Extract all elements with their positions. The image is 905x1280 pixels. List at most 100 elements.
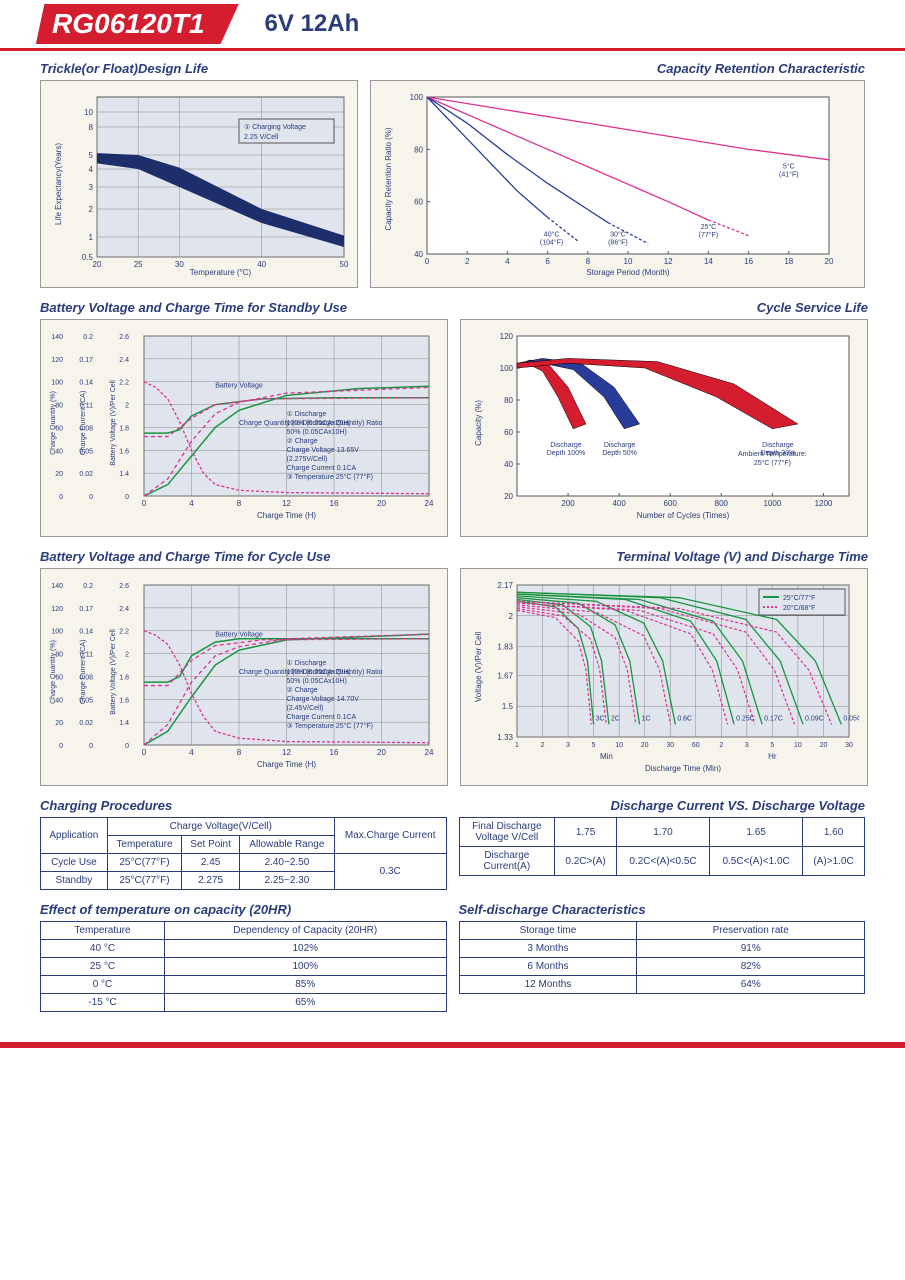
svg-text:5: 5	[592, 742, 596, 749]
svg-text:50% (0.05CAx10H): 50% (0.05CAx10H)	[287, 429, 347, 436]
svg-text:1: 1	[89, 233, 94, 242]
svg-text:20: 20	[55, 471, 63, 478]
svg-text:Hr: Hr	[768, 752, 777, 761]
svg-text:Life Expectancy(Years): Life Expectancy(Years)	[54, 143, 63, 225]
svg-text:(2.45V/Cell): (2.45V/Cell)	[287, 705, 324, 712]
svg-text:1.6: 1.6	[119, 448, 129, 455]
svg-text:Min: Min	[600, 752, 613, 761]
svg-text:Charge Current 0.1CA: Charge Current 0.1CA	[287, 714, 357, 721]
svg-text:30: 30	[845, 742, 853, 749]
svg-text:2.4: 2.4	[119, 606, 129, 613]
svg-text:2C: 2C	[611, 716, 620, 723]
svg-text:4: 4	[189, 748, 194, 757]
svg-text:20: 20	[641, 742, 649, 749]
svg-text:Battery Voltage (V)/Per Cell: Battery Voltage (V)/Per Cell	[110, 629, 117, 715]
svg-text:① Discharge: ① Discharge	[287, 659, 327, 667]
svg-text:4: 4	[189, 499, 194, 508]
svg-text:① Charging Voltage: ① Charging Voltage	[244, 123, 306, 131]
svg-text:Charge Current (CA): Charge Current (CA)	[80, 640, 87, 705]
svg-text:Discharge Time (Min): Discharge Time (Min)	[645, 764, 721, 773]
svg-text:0.17C: 0.17C	[764, 716, 783, 723]
svg-text:30: 30	[666, 742, 674, 749]
title-standby: Battery Voltage and Charge Time for Stan…	[40, 300, 448, 315]
svg-text:Discharge: Discharge	[550, 442, 582, 449]
svg-text:10: 10	[84, 108, 93, 117]
svg-text:1.4: 1.4	[119, 471, 129, 478]
svg-text:20: 20	[377, 499, 386, 508]
svg-text:Battery Voltage: Battery Voltage	[215, 631, 263, 638]
svg-text:5: 5	[89, 151, 94, 160]
svg-text:0: 0	[125, 494, 129, 501]
svg-text:Capacity Retention Ratio (%): Capacity Retention Ratio (%)	[384, 127, 393, 230]
svg-text:Discharge: Discharge	[604, 442, 636, 449]
svg-text:2.4: 2.4	[119, 357, 129, 364]
chart-capret: 024681012141618204060801005°C(41°F)25°C(…	[370, 80, 865, 288]
svg-text:25: 25	[134, 260, 143, 269]
svg-text:1.4: 1.4	[119, 720, 129, 727]
svg-text:2.2: 2.2	[119, 629, 129, 636]
svg-text:0.02: 0.02	[79, 720, 93, 727]
svg-text:0.17: 0.17	[79, 606, 93, 613]
svg-text:Charge Quantity (%): Charge Quantity (%)	[50, 391, 57, 455]
chart-cyclelife: 2004006008001000120020406080100120Discha…	[460, 319, 868, 537]
chart-standby: 04812162024000200.021.4400.051.6600.081.…	[40, 319, 448, 537]
svg-text:2.17: 2.17	[497, 581, 513, 590]
svg-text:0.2: 0.2	[83, 583, 93, 590]
svg-text:1.67: 1.67	[497, 671, 513, 680]
svg-text:10: 10	[615, 742, 623, 749]
svg-text:Charge Voltage 13.65V: Charge Voltage 13.65V	[287, 447, 360, 454]
svg-text:20: 20	[93, 260, 102, 269]
svg-text:600: 600	[664, 499, 678, 508]
spec-text: 6V 12Ah	[265, 10, 360, 38]
svg-text:0: 0	[59, 494, 63, 501]
svg-text:80: 80	[414, 145, 423, 154]
model-badge: RG06120T1	[36, 4, 239, 44]
svg-text:60: 60	[414, 198, 423, 207]
title-tempeff: Effect of temperature on capacity (20HR)	[40, 902, 447, 917]
svg-text:16: 16	[330, 748, 339, 757]
svg-text:24: 24	[425, 748, 434, 757]
svg-text:3: 3	[745, 742, 749, 749]
svg-text:(104°F): (104°F)	[540, 239, 563, 247]
svg-text:2: 2	[125, 652, 129, 659]
svg-text:80: 80	[504, 396, 513, 405]
svg-text:18: 18	[784, 257, 793, 266]
svg-text:800: 800	[715, 499, 729, 508]
svg-text:100% (0.05CAx20H): 100% (0.05CAx20H)	[287, 420, 351, 427]
svg-text:Depth 100%: Depth 100%	[547, 450, 586, 457]
svg-text:0: 0	[59, 743, 63, 750]
svg-text:100: 100	[410, 93, 424, 102]
svg-text:14: 14	[704, 257, 713, 266]
svg-text:12: 12	[282, 499, 291, 508]
svg-text:0.17: 0.17	[79, 357, 93, 364]
svg-text:400: 400	[612, 499, 626, 508]
svg-text:50: 50	[340, 260, 349, 269]
svg-text:(86°F): (86°F)	[608, 239, 628, 247]
svg-text:0: 0	[89, 494, 93, 501]
model-text: RG06120T1	[52, 8, 205, 40]
svg-text:3: 3	[566, 742, 570, 749]
svg-text:1: 1	[515, 742, 519, 749]
table-self-discharge: Storage timePreservation rate3 Months91%…	[459, 921, 866, 994]
svg-text:25°C/77°F: 25°C/77°F	[783, 594, 815, 602]
svg-text:2: 2	[465, 257, 470, 266]
svg-text:5°C: 5°C	[783, 163, 795, 171]
svg-text:2.2: 2.2	[119, 380, 129, 387]
svg-text:0.02: 0.02	[79, 471, 93, 478]
svg-text:2: 2	[541, 742, 545, 749]
svg-text:40°C: 40°C	[544, 231, 560, 239]
svg-text:4: 4	[89, 165, 94, 174]
svg-text:Charge Quantity (%): Charge Quantity (%)	[50, 640, 57, 704]
svg-text:40: 40	[504, 460, 513, 469]
svg-text:0: 0	[125, 743, 129, 750]
svg-text:4: 4	[505, 257, 510, 266]
svg-text:Charge Time (H): Charge Time (H)	[257, 760, 316, 769]
svg-text:0: 0	[425, 257, 430, 266]
svg-text:1200: 1200	[815, 499, 833, 508]
title-trickle: Trickle(or Float)Design Life	[40, 61, 358, 76]
svg-text:2: 2	[719, 742, 723, 749]
svg-text:(77°F): (77°F)	[699, 231, 719, 239]
svg-text:1.6: 1.6	[119, 697, 129, 704]
svg-text:6: 6	[545, 257, 550, 266]
title-terminal: Terminal Voltage (V) and Discharge Time	[460, 549, 868, 564]
